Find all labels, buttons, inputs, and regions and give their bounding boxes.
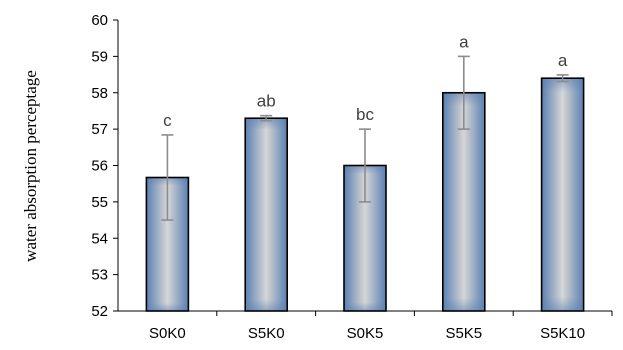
x-tick-label: S5K10: [540, 325, 585, 342]
bar-shade: [245, 118, 288, 312]
significance-label: a: [459, 32, 469, 51]
x-tick-label: S5K5: [445, 325, 482, 342]
y-tick-label: 54: [91, 230, 108, 247]
x-tick-label: S5K0: [248, 325, 285, 342]
significance-label: a: [558, 51, 568, 70]
y-tick-label: 53: [91, 267, 108, 284]
significance-label: c: [163, 111, 172, 130]
y-axis-label: water absorption perceptage: [21, 70, 40, 262]
significance-label: ab: [257, 92, 276, 111]
y-tick-label: 59: [91, 48, 108, 65]
y-tick-label: 55: [91, 194, 108, 211]
bar-shade: [541, 78, 584, 311]
y-tick-label: 60: [91, 12, 108, 29]
x-tick-label: S0K0: [149, 325, 186, 342]
bars: c ab bc a a: [145, 32, 585, 312]
y-axis-ticks: 52 53 54 55 56 57 58 59 60: [91, 12, 118, 320]
y-tick-label: 57: [91, 121, 108, 138]
x-tick-label: S0K5: [347, 325, 384, 342]
x-axis-ticks: S0K0 S5K0 S0K5 S5K5 S5K10: [149, 311, 613, 342]
y-tick-label: 56: [91, 158, 108, 175]
y-tick-label: 52: [91, 303, 108, 320]
significance-label: bc: [356, 105, 374, 124]
y-tick-label: 58: [91, 85, 108, 102]
